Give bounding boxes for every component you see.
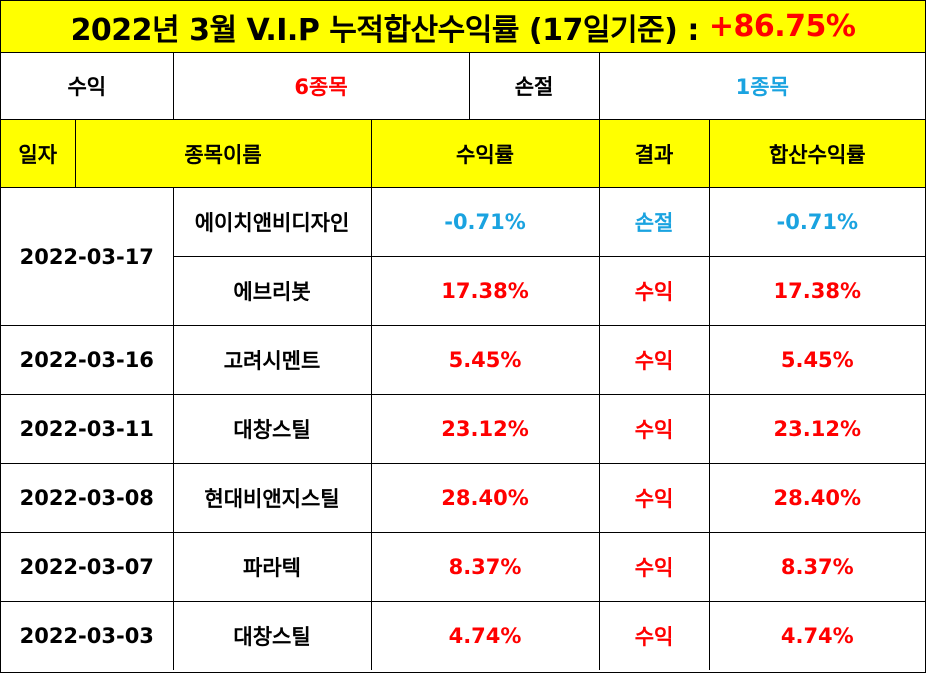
header-date: 일자 xyxy=(1,119,76,188)
row-result: 수익 xyxy=(598,325,710,395)
row-result: 수익 xyxy=(598,532,710,602)
summary-row: 수익 6종목 손절 1종목 xyxy=(1,53,926,120)
header-cumulative: 합산수익률 xyxy=(708,119,926,188)
header-name: 종목이름 xyxy=(74,119,372,188)
header-result: 결과 xyxy=(598,119,710,188)
row-stock-name: 고려시멘트 xyxy=(172,325,372,395)
row-stock-name: 대창스틸 xyxy=(172,601,372,670)
page-title: 2022년 3월 V.I.P 누적합산수익률 (17일기준) : xyxy=(70,12,700,48)
row-cumulative-rate: 23.12% xyxy=(708,394,926,464)
row-date: 2022-03-11 xyxy=(1,394,174,464)
table-header-row: 일자 종목이름 수익률 결과 합산수익률 xyxy=(1,119,926,188)
row-cumulative-rate: 5.45% xyxy=(708,325,926,395)
row-stock-name: 대창스틸 xyxy=(172,394,372,464)
row-return-rate: 23.12% xyxy=(370,394,600,464)
row-result: 수익 xyxy=(598,463,710,533)
table-row: 2022-03-11 대창스틸 23.12% 수익 23.12% xyxy=(1,394,926,464)
title-bar: 2022년 3월 V.I.P 누적합산수익률 (17일기준) : +86.75% xyxy=(1,1,925,53)
profit-count: 6종목 xyxy=(172,53,470,120)
row-date: 2022-03-08 xyxy=(1,463,174,533)
total-return-value: +86.75% xyxy=(708,9,856,44)
row-return-rate: -0.71% xyxy=(370,187,600,257)
row-cumulative-rate: 4.74% xyxy=(708,601,926,670)
row-cumulative-rate: 17.38% xyxy=(708,256,926,326)
profit-label: 수익 xyxy=(1,53,174,120)
table-row: 2022-03-07 파라텍 8.37% 수익 8.37% xyxy=(1,532,926,602)
header-rate: 수익률 xyxy=(370,119,600,188)
row-result: 손절 xyxy=(598,187,710,257)
loss-count: 1종목 xyxy=(598,53,926,120)
row-result: 수익 xyxy=(598,394,710,464)
row-return-rate: 5.45% xyxy=(370,325,600,395)
row-cumulative-rate: 28.40% xyxy=(708,463,926,533)
row-stock-name: 현대비앤지스틸 xyxy=(172,463,372,533)
row-stock-name: 에브리봇 xyxy=(173,256,372,326)
loss-label: 손절 xyxy=(468,53,600,120)
returns-table: 수익 6종목 손절 1종목 일자 종목이름 수익률 결과 합산수익률 2022-… xyxy=(1,53,926,670)
row-date: 2022-03-03 xyxy=(1,601,174,670)
row-return-rate: 8.37% xyxy=(370,532,600,602)
table-row: 에브리봇 17.38% 수익 17.38% xyxy=(1,256,926,326)
row-date: 2022-03-16 xyxy=(1,325,174,395)
table-row: 2022-03-08 현대비앤지스틸 28.40% 수익 28.40% xyxy=(1,463,926,533)
row-return-rate: 4.74% xyxy=(370,601,600,670)
row-stock-name: 에이치앤비디자인 xyxy=(172,187,372,257)
table-row: 2022-03-16 고려시멘트 5.45% 수익 5.45% xyxy=(1,325,926,395)
row-return-rate: 28.40% xyxy=(370,463,600,533)
row-stock-name: 파라텍 xyxy=(172,532,372,602)
row-result: 수익 xyxy=(598,601,710,670)
row-date: 2022-03-07 xyxy=(1,532,174,602)
row-cumulative-rate: 8.37% xyxy=(708,532,926,602)
row-date: 2022-03-17 xyxy=(1,187,174,326)
table-row: 2022-03-03 대창스틸 4.74% 수익 4.74% xyxy=(1,601,926,670)
row-return-rate: 17.38% xyxy=(370,256,600,326)
row-result: 수익 xyxy=(598,256,710,326)
table-row: 2022-03-17 에이치앤비디자인 -0.71% 손절 -0.71% xyxy=(1,187,926,326)
row-cumulative-rate: -0.71% xyxy=(708,187,926,257)
